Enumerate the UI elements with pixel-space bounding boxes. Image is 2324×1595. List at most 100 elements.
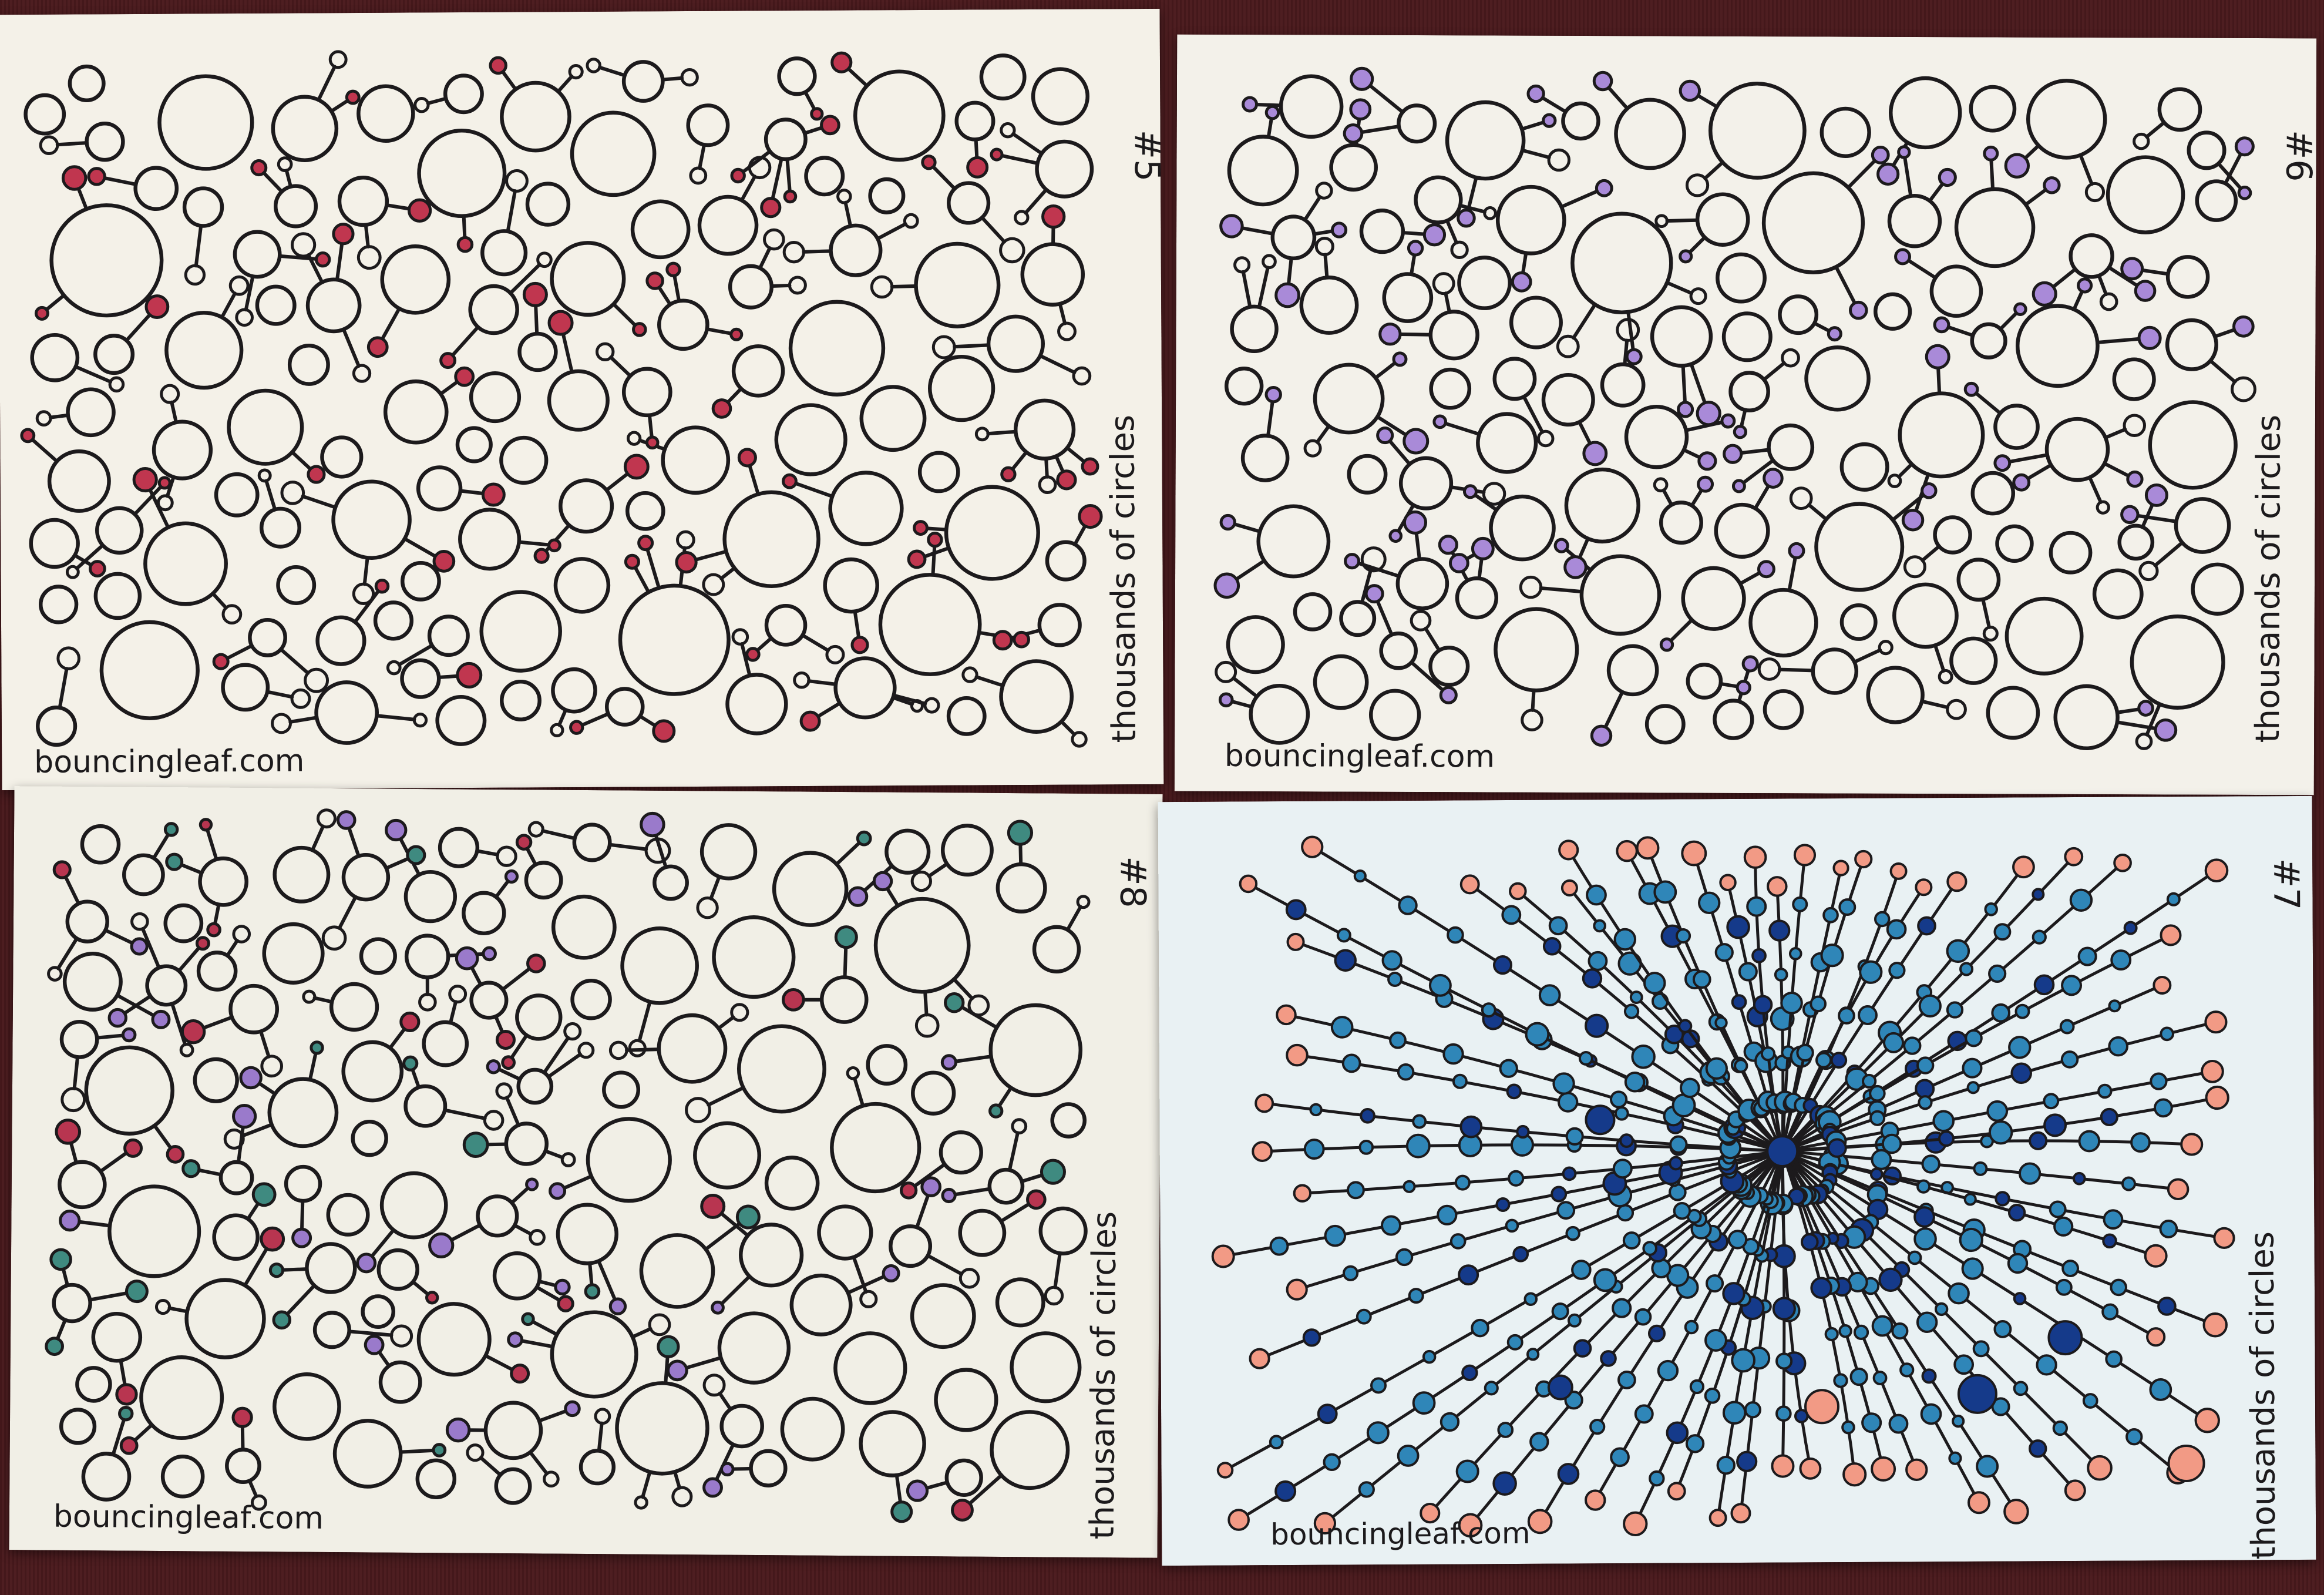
connector-line xyxy=(56,936,79,971)
connector-line xyxy=(705,327,733,335)
card-5: #5 thousands of circles bouncingleaf.com xyxy=(0,8,1164,791)
hub-circle xyxy=(524,861,563,900)
bead-dot xyxy=(1886,919,1907,940)
bead-dot xyxy=(1738,962,1758,982)
hub-circle xyxy=(2026,79,2107,160)
end-dot xyxy=(999,237,1025,264)
end-dot xyxy=(399,1011,421,1033)
hub-circle xyxy=(987,1167,1025,1205)
end-dot xyxy=(594,1408,611,1425)
bead-dot xyxy=(1614,1106,1629,1121)
bead-dot xyxy=(2069,888,2093,912)
end-dot xyxy=(870,275,894,299)
connector-line xyxy=(638,714,657,728)
end-dot xyxy=(1264,105,1280,120)
hub-circle xyxy=(462,891,506,935)
end-dot xyxy=(336,810,356,830)
end-dot xyxy=(1422,223,1447,247)
connector-line xyxy=(2140,268,2170,276)
connector-line xyxy=(755,636,773,653)
hub-circle xyxy=(2005,596,2084,676)
hub-circle xyxy=(107,1184,201,1278)
end-dot xyxy=(1590,724,1613,747)
end-dot xyxy=(1471,536,1495,560)
bead-dot xyxy=(1454,1174,1471,1191)
end-dot xyxy=(1563,555,1588,579)
hub-circle xyxy=(416,465,463,512)
bead-dot xyxy=(1692,970,1711,989)
end-dot xyxy=(702,1374,726,1397)
end-dot xyxy=(623,454,650,480)
end-dot xyxy=(1894,248,1912,266)
bead-dot xyxy=(1891,1322,1909,1340)
end-dot xyxy=(1592,70,1613,92)
end-dot xyxy=(1432,414,1448,429)
connector-line xyxy=(2088,475,2103,504)
hub-circle xyxy=(274,184,318,229)
bead-dot xyxy=(1619,1133,1634,1148)
connector-line xyxy=(891,696,914,706)
connector-line xyxy=(2208,359,2237,384)
hub-circle xyxy=(1293,592,1333,632)
bead-dot xyxy=(1227,1509,1250,1531)
connector-line xyxy=(103,928,134,945)
hub-circle xyxy=(1299,275,1359,335)
end-dot xyxy=(941,1187,957,1204)
bead-dot xyxy=(1353,869,1367,883)
connector-line xyxy=(719,566,736,580)
end-dot xyxy=(1963,381,1979,397)
hub-circle xyxy=(214,472,260,518)
connector-line xyxy=(1852,648,1882,664)
end-dot xyxy=(386,660,402,676)
bead-dot xyxy=(2029,1439,2047,1458)
bead-dot xyxy=(1772,1297,1796,1321)
hub-circle xyxy=(29,518,80,569)
end-dot xyxy=(595,342,615,362)
end-dot xyxy=(290,232,317,258)
connector-line xyxy=(1375,415,1408,437)
connector-line xyxy=(1410,253,1417,277)
hub-circle xyxy=(1495,184,1566,256)
bead-dot xyxy=(1988,964,2007,983)
connector-line xyxy=(1018,842,1023,867)
bead-dot xyxy=(1706,1274,1724,1293)
connector-line xyxy=(505,1096,520,1127)
bead-dot xyxy=(1708,1509,1727,1527)
bead-dot xyxy=(1588,951,1608,971)
end-dot xyxy=(1014,210,1030,226)
connector-line xyxy=(853,609,861,639)
end-dot xyxy=(277,156,293,172)
end-dot xyxy=(251,1182,277,1207)
hub-circle xyxy=(152,419,213,481)
hub-circle xyxy=(99,620,200,720)
hub-circle xyxy=(1778,294,1819,335)
end-dot xyxy=(228,275,250,296)
connector-line xyxy=(133,1423,154,1442)
connector-line xyxy=(758,246,772,270)
card-7-drawing: #7 thousands of circles bouncingleaf.com xyxy=(1158,795,2316,1566)
end-dot xyxy=(304,667,329,693)
bead-dot xyxy=(1617,1371,1636,1389)
bead-dot xyxy=(1915,878,1933,896)
end-dot xyxy=(321,925,347,951)
end-dot xyxy=(1903,555,1926,579)
connector-line xyxy=(802,998,824,1002)
ray-line xyxy=(1302,1150,1783,1195)
connector-line xyxy=(384,857,411,870)
connector-line xyxy=(1266,399,1274,438)
hub-circle xyxy=(160,1455,205,1499)
end-dot xyxy=(2077,277,2093,294)
bead-dot xyxy=(1681,840,1707,867)
hub-circle xyxy=(469,371,522,424)
connector-line xyxy=(426,96,448,105)
hub-circle xyxy=(602,1070,641,1109)
connector-line xyxy=(388,1027,406,1050)
bead-dot xyxy=(1913,1206,1935,1228)
end-dot xyxy=(645,435,660,450)
bead-dot xyxy=(1578,1050,1593,1066)
connector-line xyxy=(220,291,237,320)
bead-dot xyxy=(1523,1292,1538,1306)
connector-line xyxy=(443,1108,487,1120)
connector-line xyxy=(960,1005,999,1030)
connector-line xyxy=(517,540,551,547)
